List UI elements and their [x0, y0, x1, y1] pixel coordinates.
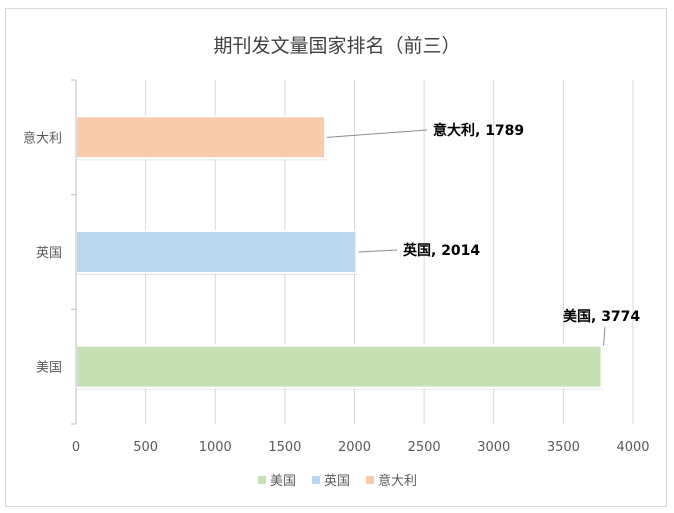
- data-label: 英国, 2014: [402, 242, 480, 259]
- x-tick-label: 2000: [338, 440, 371, 455]
- data-label: 美国, 3774: [563, 308, 640, 325]
- legend-swatch: [366, 476, 374, 484]
- data-labels: 美国, 3774 英国, 2014 意大利, 1789: [327, 122, 640, 346]
- legend-label: 英国: [324, 474, 350, 489]
- leader-line: [358, 249, 398, 253]
- axis: 0 500 1000 1500 2000 2500 3000 3500 4000 美国 英国 意大利: [23, 79, 650, 455]
- category-label: 意大利: [23, 130, 62, 146]
- data-label: 意大利, 1789: [433, 122, 524, 139]
- x-tick-label: 3000: [477, 440, 510, 455]
- x-tick-label: 4000: [616, 440, 649, 455]
- legend: 美国 英国 意大利: [258, 473, 417, 489]
- bars: [75, 115, 603, 390]
- legend-label: 意大利: [378, 473, 417, 489]
- x-tick-label: 1500: [268, 440, 301, 455]
- bar: [75, 115, 327, 160]
- x-tick-label: 0: [72, 440, 80, 455]
- leader-line: [327, 129, 428, 138]
- bar: [75, 344, 603, 389]
- x-tick-label: 1000: [199, 440, 232, 455]
- category-label: 美国: [36, 361, 62, 376]
- bar: [75, 230, 358, 274]
- x-tick-label: 3500: [547, 440, 580, 455]
- legend-swatch: [312, 476, 320, 484]
- legend-label: 美国: [270, 474, 296, 489]
- chart-title: 期刊发文量国家排名（前三）: [213, 35, 460, 57]
- legend-swatch: [258, 476, 266, 484]
- x-tick-label: 2500: [408, 440, 441, 455]
- leader-line: [603, 326, 606, 346]
- x-tick-label: 500: [133, 440, 158, 455]
- category-label: 英国: [36, 246, 62, 261]
